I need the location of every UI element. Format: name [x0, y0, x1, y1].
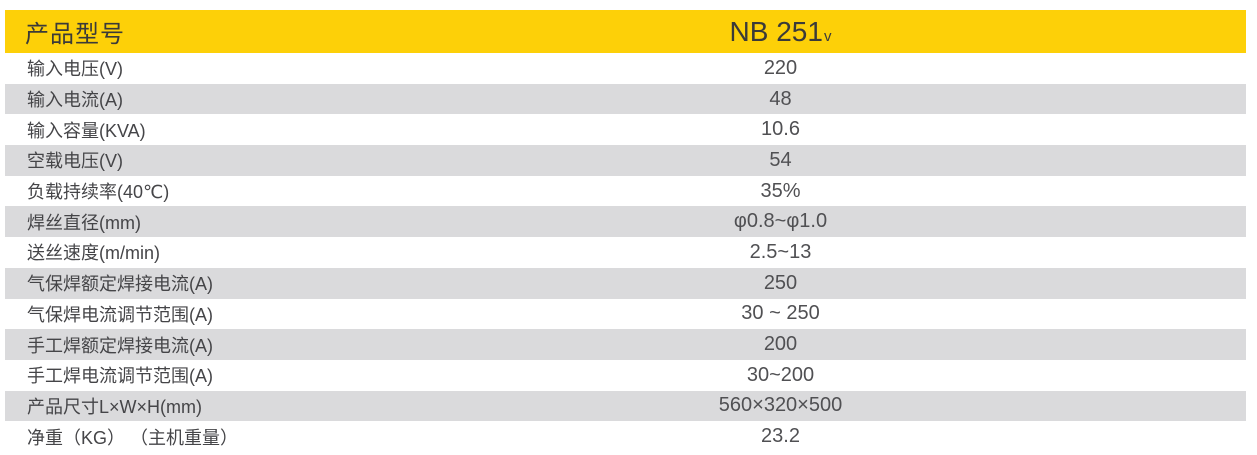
spec-label: 净重（KG） （主机重量） [27, 427, 239, 448]
spec-value: 30~200 [746, 363, 815, 386]
model-number: NB 251 [729, 15, 823, 47]
table-row: 手工焊电流调节范围(A) 30~200 [5, 359, 1246, 391]
spec-value: 250 [763, 271, 798, 294]
spec-label: 焊丝直径(mm) [27, 212, 141, 233]
table-row: 手工焊额定焊接电流(A) 200 [5, 329, 1246, 360]
spec-value: φ0.8~φ1.0 [733, 210, 828, 233]
model-suffix: v [823, 27, 832, 45]
table-row: 负载持续率(40℃) 35% [5, 175, 1246, 207]
table-row: 输入容量(KVA) 10.6 [5, 114, 1246, 146]
spec-label: 手工焊电流调节范围(A) [27, 366, 213, 387]
spec-value: 54 [769, 148, 792, 171]
table-row: 焊丝直径(mm) φ0.8~φ1.0 [5, 206, 1246, 238]
spec-rows: 输入电压(V) 220 输入电流(A) 48 输入容量(KVA) 10.6 空载… [5, 53, 1246, 452]
spec-value: 2.5~13 [749, 240, 812, 263]
table-row: 气保焊额定焊接电流(A) 250 [5, 267, 1246, 299]
spec-label: 空载电压(V) [27, 151, 123, 172]
table-header-row: 产品型号 NB 251v [5, 10, 1246, 53]
spec-value: 48 [769, 87, 792, 110]
spec-value: 220 [763, 56, 798, 79]
table-row: 输入电压(V) 220 [5, 53, 1246, 84]
spec-label: 气保焊电流调节范围(A) [27, 304, 213, 325]
spec-label: 产品尺寸L×W×H(mm) [27, 396, 202, 417]
spec-value: 560×320×500 [718, 394, 843, 417]
table-row: 空载电压(V) 54 [5, 145, 1246, 176]
product-model-header-label: 产品型号 [25, 21, 125, 48]
spec-label: 送丝速度(m/min) [27, 243, 160, 264]
product-spec-table: 产品型号 NB 251v 输入电压(V) 220 输入电流(A) 48 输入容量… [5, 10, 1246, 452]
spec-value: 23.2 [761, 425, 800, 448]
table-row: 产品尺寸L×W×H(mm) 560×320×500 [5, 390, 1246, 422]
spec-label: 气保焊额定焊接电流(A) [27, 274, 213, 295]
spec-value: 200 [763, 333, 798, 356]
spec-label: 输入电压(V) [27, 59, 123, 80]
table-row: 气保焊电流调节范围(A) 30 ~ 250 [5, 298, 1246, 330]
spec-label: 负载持续率(40℃) [27, 182, 170, 203]
table-row: 送丝速度(m/min) 2.5~13 [5, 237, 1246, 268]
spec-value: 30 ~ 250 [741, 302, 820, 325]
spec-label: 输入电流(A) [27, 90, 123, 111]
table-row: 净重（KG） （主机重量） 23.2 [5, 421, 1246, 452]
table-row: 输入电流(A) 48 [5, 83, 1246, 115]
spec-value: 35% [760, 179, 801, 202]
spec-value: 10.6 [761, 118, 800, 141]
spec-label: 输入容量(KVA) [27, 120, 146, 141]
product-model-value: NB 251v [315, 16, 1246, 48]
spec-label: 手工焊额定焊接电流(A) [27, 335, 213, 356]
